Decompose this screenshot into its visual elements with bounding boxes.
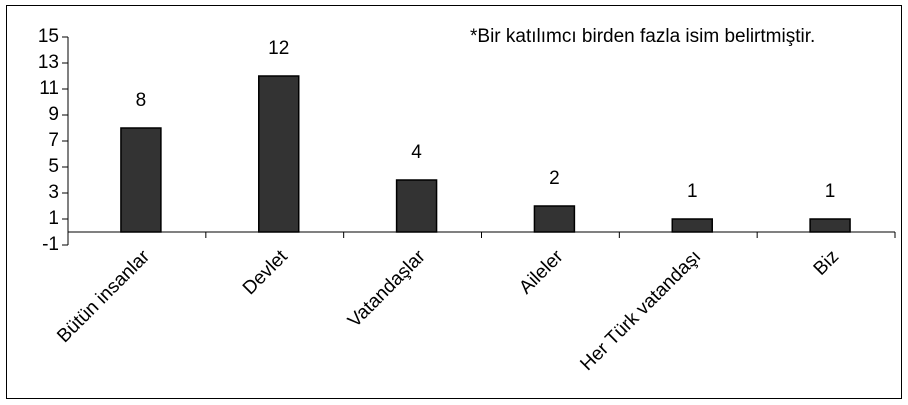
y-tick-label: 13 [38,52,59,73]
y-tick-label: 5 [48,156,59,177]
y-tick-label: 9 [48,104,59,125]
data-label: 2 [549,168,560,189]
y-tick-label: 11 [39,78,59,99]
bar [120,127,162,233]
data-label: 12 [268,38,289,59]
data-label: 1 [825,181,836,202]
y-tick-label: 7 [48,130,59,151]
bar [671,218,713,233]
bar [258,75,300,233]
y-tick-label: -1 [42,234,59,255]
bar [395,179,438,233]
bar [533,205,576,233]
y-tick-label: 3 [48,182,59,203]
annotation: *Bir katılımcı birden fazla isim belirtm… [470,26,815,47]
y-tick-label: 1 [48,208,59,229]
data-label: 8 [136,90,147,111]
y-tick-label: 15 [38,26,59,47]
bar [809,218,851,233]
data-label: 1 [687,181,698,202]
data-label: 4 [411,142,422,163]
